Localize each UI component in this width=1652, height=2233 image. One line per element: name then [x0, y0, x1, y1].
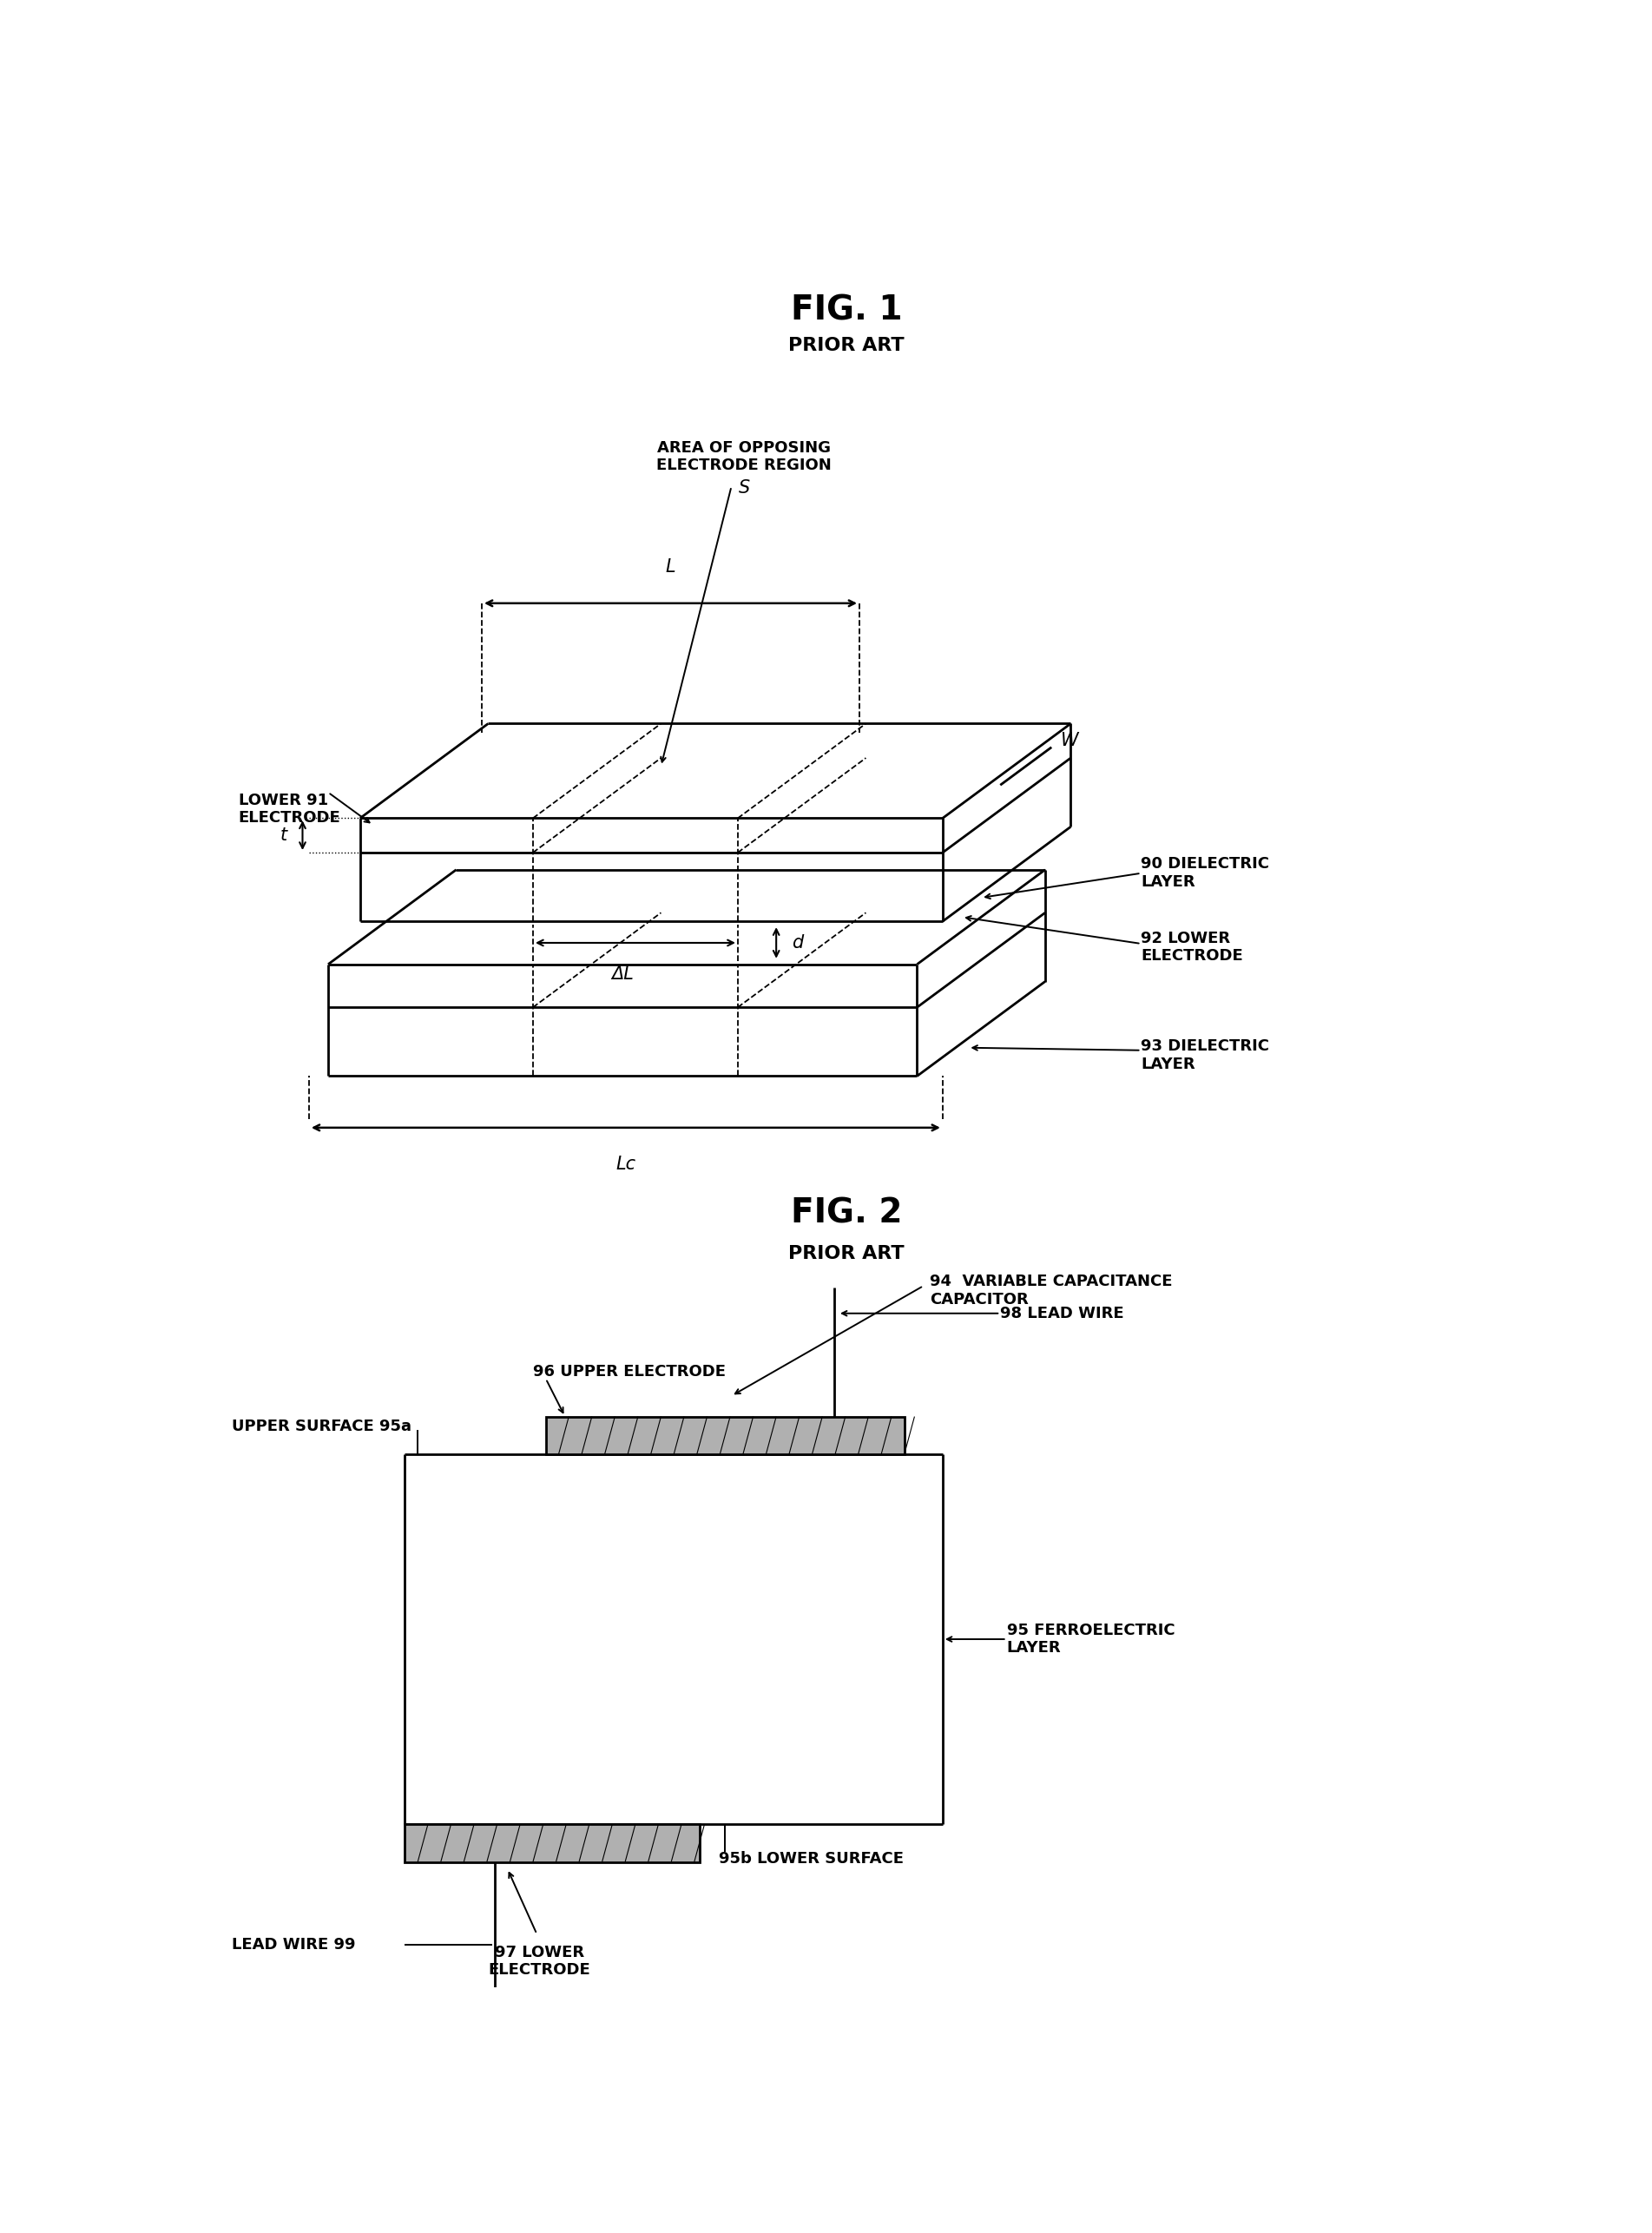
- Text: W: W: [1061, 732, 1079, 750]
- Text: L: L: [666, 558, 676, 576]
- Text: Lc: Lc: [616, 1154, 636, 1172]
- Text: AREA OF OPPOSING
ELECTRODE REGION: AREA OF OPPOSING ELECTRODE REGION: [656, 440, 833, 473]
- Text: UPPER SURFACE 95a: UPPER SURFACE 95a: [231, 1418, 411, 1434]
- Text: t: t: [281, 826, 287, 844]
- Text: FIG. 2: FIG. 2: [791, 1197, 902, 1230]
- Text: 92 LOWER
ELECTRODE: 92 LOWER ELECTRODE: [1142, 931, 1244, 965]
- Text: 95 FERROELECTRIC
LAYER: 95 FERROELECTRIC LAYER: [1006, 1623, 1175, 1657]
- Text: 98 LEAD WIRE: 98 LEAD WIRE: [1001, 1306, 1123, 1322]
- Bar: [405, 1824, 699, 1862]
- Bar: [545, 1416, 904, 1454]
- Text: 94  VARIABLE CAPACITANCE
CAPACITOR: 94 VARIABLE CAPACITANCE CAPACITOR: [930, 1273, 1173, 1309]
- Text: ΔL: ΔL: [611, 965, 634, 983]
- Text: 90 DIELECTRIC
LAYER: 90 DIELECTRIC LAYER: [1142, 855, 1270, 891]
- Text: 95b LOWER SURFACE: 95b LOWER SURFACE: [719, 1851, 904, 1867]
- Text: S: S: [738, 480, 750, 496]
- Text: PRIOR ART: PRIOR ART: [788, 337, 905, 355]
- Text: d: d: [791, 933, 803, 951]
- Text: LEAD WIRE 99: LEAD WIRE 99: [231, 1936, 355, 1952]
- Text: 97 LOWER
ELECTRODE: 97 LOWER ELECTRODE: [489, 1945, 590, 1978]
- Text: LOWER 91
ELECTRODE: LOWER 91 ELECTRODE: [238, 793, 340, 826]
- Text: 96 UPPER ELECTRODE: 96 UPPER ELECTRODE: [534, 1364, 725, 1380]
- Text: PRIOR ART: PRIOR ART: [788, 1244, 905, 1262]
- Text: 93 DIELECTRIC
LAYER: 93 DIELECTRIC LAYER: [1142, 1038, 1270, 1072]
- Text: FIG. 1: FIG. 1: [791, 295, 902, 326]
